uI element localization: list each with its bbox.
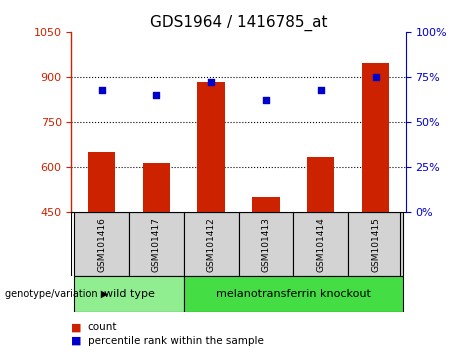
Text: genotype/variation ▶: genotype/variation ▶ <box>5 289 108 299</box>
Text: percentile rank within the sample: percentile rank within the sample <box>88 336 264 346</box>
Bar <box>307 157 334 212</box>
Bar <box>74 276 184 312</box>
Bar <box>143 163 170 212</box>
Bar <box>74 212 129 276</box>
Point <box>153 92 160 98</box>
Text: GSM101415: GSM101415 <box>371 217 380 272</box>
Text: count: count <box>88 322 117 332</box>
Text: wild type: wild type <box>104 289 154 299</box>
Text: melanotransferrin knockout: melanotransferrin knockout <box>216 289 371 299</box>
Bar <box>184 276 403 312</box>
Text: GSM101413: GSM101413 <box>261 217 271 272</box>
Bar <box>348 212 403 276</box>
Bar <box>293 212 348 276</box>
Bar <box>239 212 293 276</box>
Text: GSM101414: GSM101414 <box>316 217 325 272</box>
Point <box>98 87 105 92</box>
Bar <box>129 212 184 276</box>
Text: GSM101412: GSM101412 <box>207 217 216 272</box>
Point <box>317 87 325 92</box>
Bar <box>197 82 225 212</box>
Text: GSM101417: GSM101417 <box>152 217 161 272</box>
Bar <box>88 152 115 212</box>
Point <box>372 74 379 80</box>
Bar <box>362 63 389 212</box>
Point <box>262 98 270 103</box>
Text: ■: ■ <box>71 322 82 332</box>
Text: ■: ■ <box>71 336 82 346</box>
Bar <box>184 212 239 276</box>
Point <box>207 80 215 85</box>
Title: GDS1964 / 1416785_at: GDS1964 / 1416785_at <box>150 14 327 30</box>
Bar <box>252 198 280 212</box>
Text: GSM101416: GSM101416 <box>97 217 106 272</box>
